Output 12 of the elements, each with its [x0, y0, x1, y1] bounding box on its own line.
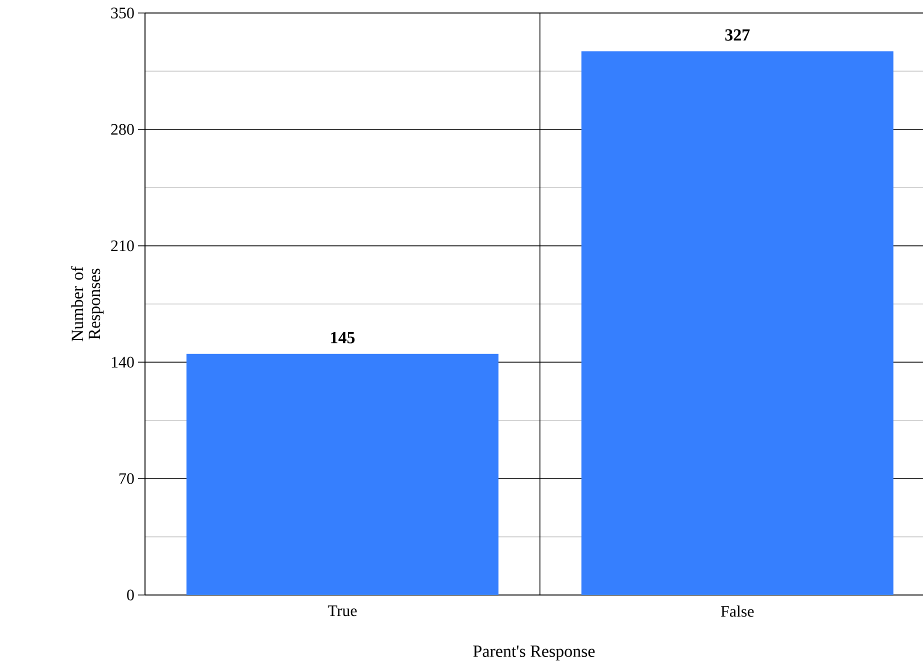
y-tick-label: 0 [127, 590, 134, 600]
x-tick-label: False [720, 606, 754, 617]
x-axis-title: Parent's Response [473, 646, 595, 660]
y-tick-label: 350 [111, 8, 134, 18]
y-tick-label: 70 [120, 473, 134, 484]
y-tick-label: 210 [111, 240, 134, 252]
data-label: 145 [331, 332, 355, 344]
y-tick-label: 280 [111, 124, 134, 135]
data-label: 327 [725, 29, 750, 41]
y-axis-title: Number of Responses [71, 266, 104, 342]
x-tick-label: True [328, 606, 357, 616]
y-tick-label: 140 [112, 356, 134, 368]
